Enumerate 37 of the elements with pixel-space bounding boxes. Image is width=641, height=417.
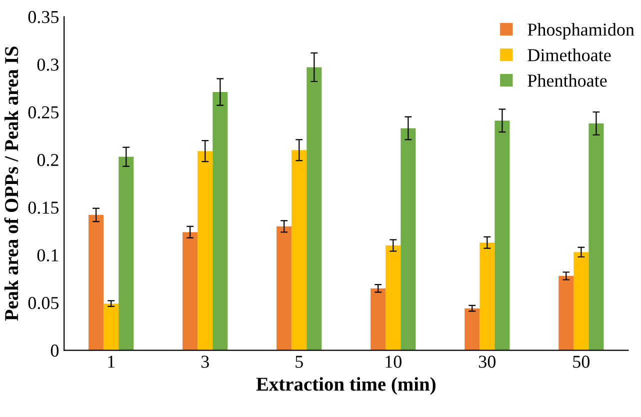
x-axis-title: Extraction time (min) (256, 377, 436, 395)
bar (292, 150, 307, 350)
legend-label: Phosphamidon (528, 23, 634, 40)
legend-label: Phenthoate (528, 74, 607, 87)
y-tick-label: 0.1 (37, 249, 58, 262)
legend-label: Dimethoate (528, 48, 611, 62)
y-tick-label: 0.15 (28, 202, 59, 214)
bar (182, 232, 198, 350)
bar (198, 151, 213, 350)
bar (276, 226, 292, 350)
x-tick-label: 5 (296, 356, 303, 368)
bar (464, 308, 480, 350)
y-tick-label: 0.3 (37, 58, 59, 71)
y-axis-title: Peak area of OPPs / Peak area IS (4, 46, 18, 321)
bar (88, 214, 104, 350)
bar (480, 242, 495, 350)
bar (400, 128, 416, 350)
y-tick-label: 0.05 (28, 296, 59, 310)
bar (574, 252, 589, 350)
bar (558, 276, 574, 350)
bar (306, 67, 322, 350)
bar (212, 92, 228, 350)
x-tick-label: 30 (478, 356, 496, 368)
y-tick-label: 0.2 (37, 154, 58, 166)
bar (494, 120, 510, 350)
y-tick-label: 0.25 (28, 106, 59, 119)
bar (118, 156, 134, 350)
bar (588, 123, 604, 350)
bar (370, 288, 386, 350)
x-tick-label: 10 (386, 356, 402, 368)
x-tick-label: 50 (573, 356, 590, 368)
bar (104, 304, 119, 350)
bar (386, 245, 401, 350)
x-tick-label: 1 (108, 356, 115, 368)
y-tick-label: 0 (50, 344, 59, 357)
x-tick-label: 3 (201, 356, 209, 368)
y-tick-label: 0.35 (28, 10, 59, 24)
